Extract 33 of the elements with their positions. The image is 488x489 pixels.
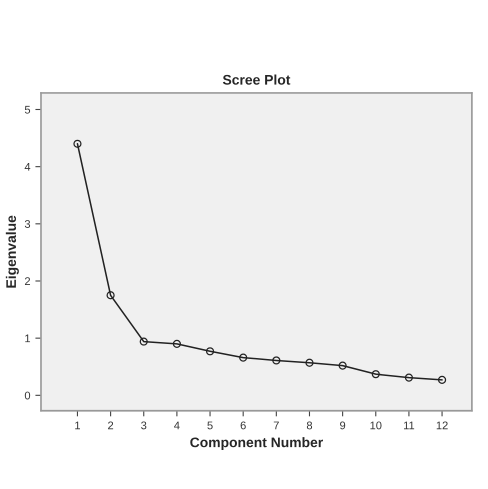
x-tick-label: 1	[75, 422, 80, 430]
x-tick-label: 3	[141, 421, 146, 430]
point	[172, 340, 181, 348]
point	[438, 376, 446, 384]
x-tick-label: 6	[240, 421, 246, 430]
y-axis-title: Eigenvalue	[6, 216, 19, 288]
x-tick-label: 11	[404, 422, 414, 430]
y-tick-label: 0	[24, 392, 30, 400]
x-tick-label: 5	[207, 422, 213, 430]
x-axis-title: Component Number	[190, 437, 323, 450]
point	[206, 347, 214, 356]
y-tick-label: 1	[25, 334, 30, 342]
chart-title: Scree Plot	[222, 74, 290, 85]
x-tick-label: 9	[340, 421, 346, 430]
y-tick-label: 2	[24, 277, 30, 286]
point	[305, 358, 314, 367]
x-tick-label: 10	[370, 421, 382, 430]
y-tick-label: 5	[24, 106, 30, 114]
y-tick-label: 3	[24, 220, 30, 228]
point	[239, 353, 248, 362]
x-tick-label: 2	[108, 421, 114, 430]
y-tick-label: 4	[24, 163, 30, 171]
point	[404, 374, 414, 382]
x-tick-label: 12	[436, 421, 448, 430]
x-tick-label: 8	[306, 421, 312, 430]
point	[106, 291, 115, 300]
x-tick-label: 4	[174, 422, 180, 430]
point	[338, 362, 347, 370]
point	[140, 337, 148, 346]
point	[272, 356, 280, 365]
x-tick-label: 7	[274, 422, 279, 430]
point	[372, 370, 380, 378]
point	[73, 140, 82, 148]
